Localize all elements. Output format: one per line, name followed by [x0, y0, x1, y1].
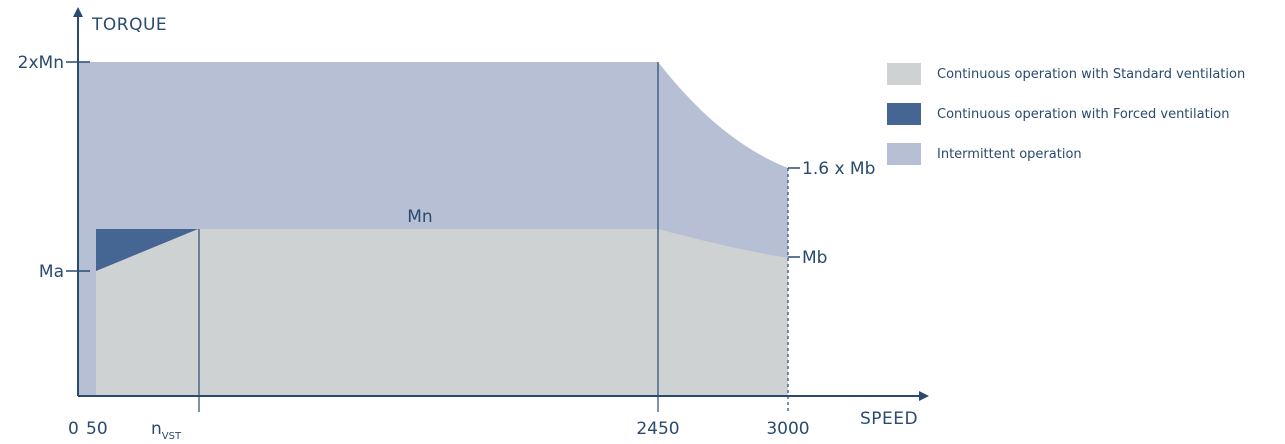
annotation-mn: Mn: [407, 207, 432, 227]
x-axis-title: SPEED: [860, 409, 918, 429]
x-tick-label-50: 50: [86, 419, 108, 439]
nvst-label-main: n: [151, 419, 162, 439]
y-axis-title: TORQUE: [91, 15, 167, 35]
legend-label-intermittent: Intermittent operation: [937, 146, 1082, 162]
y-tick-label-ma: Ma: [39, 262, 64, 282]
annotation-1-6-mb: 1.6 x Mb: [802, 159, 875, 179]
x-tick-label-3000: 3000: [766, 419, 809, 439]
legend-swatch-standard: [887, 63, 921, 85]
legend-swatch-intermittent: [887, 143, 921, 165]
legend-item-intermittent: Intermittent operation: [887, 142, 1245, 166]
legend-label-forced: Continuous operation with Forced ventila…: [937, 106, 1230, 122]
legend: Continuous operation with Standard venti…: [887, 62, 1245, 182]
legend-item-standard: Continuous operation with Standard venti…: [887, 62, 1245, 86]
legend-item-forced: Continuous operation with Forced ventila…: [887, 102, 1245, 126]
forced-ventilation-area: [96, 229, 198, 271]
x-tick-label-nvst: nVST: [151, 419, 182, 442]
x-tick-label-0: 0: [68, 419, 79, 439]
legend-swatch-forced: [887, 103, 921, 125]
standard-ventilation-area: [96, 229, 788, 396]
annotation-mb: Mb: [802, 248, 827, 268]
legend-label-standard: Continuous operation with Standard venti…: [937, 66, 1246, 82]
x-tick-label-2450: 2450: [636, 419, 679, 439]
y-tick-label-2xmn: 2xMn: [18, 53, 64, 73]
nvst-label-subscript: VST: [162, 431, 182, 442]
